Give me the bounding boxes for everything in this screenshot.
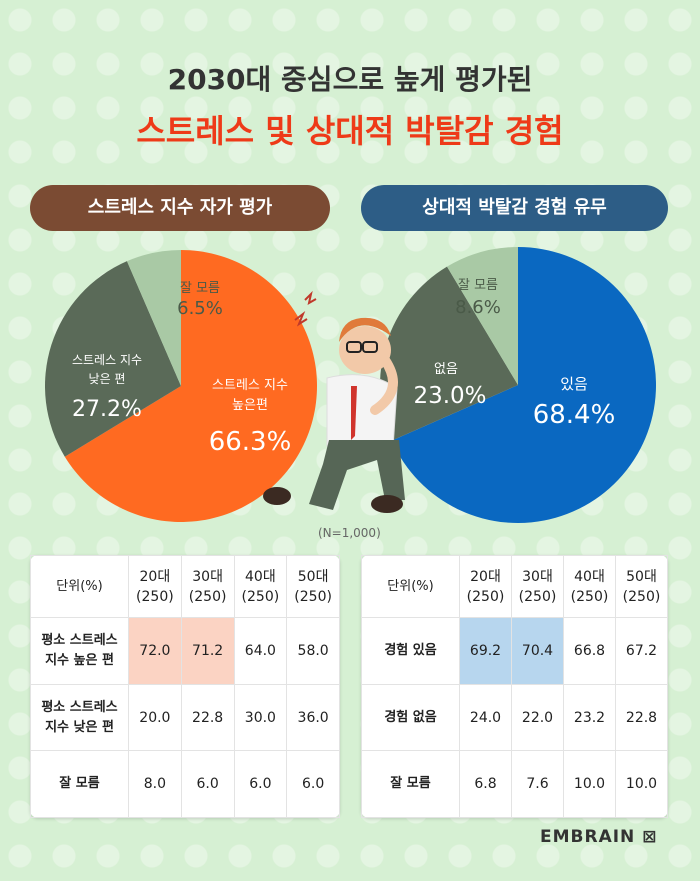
col-20s: 20대 (250) bbox=[459, 554, 512, 619]
table-cell: 23.2 bbox=[563, 683, 616, 752]
pie-slice-1 bbox=[45, 261, 181, 457]
table-cell: 71.2 bbox=[180, 617, 235, 685]
table-cell: 20.0 bbox=[128, 683, 182, 752]
table-cell: 22.8 bbox=[180, 683, 235, 752]
table-cell: 6.8 bbox=[459, 750, 512, 818]
col-30s: 30대 (250) bbox=[180, 554, 235, 619]
table-cell: 10.0 bbox=[563, 750, 616, 818]
row-label: 잘 모름 bbox=[30, 750, 129, 818]
table-row: 경험 없음 24.0 22.0 23.2 22.8 bbox=[361, 683, 668, 752]
pie-label-high-1: 스트레스 지수 bbox=[212, 378, 288, 393]
unit-label: 단위(%) bbox=[361, 554, 460, 619]
pie-value-unknown: 8.6% bbox=[455, 297, 501, 318]
pie-label-high-2: 높은편 bbox=[232, 398, 268, 413]
pie-slice-0 bbox=[391, 247, 656, 523]
table-cell: 64.0 bbox=[233, 617, 288, 685]
table-row: 평소 스트레스 지수 높은 편 72.0 71.2 64.0 58.0 bbox=[30, 617, 340, 685]
table-row: 잘 모름 8.0 6.0 6.0 6.0 bbox=[30, 750, 340, 818]
col-30s: 30대 (250) bbox=[511, 554, 564, 619]
pie-label-unknown: 잘 모름 bbox=[458, 278, 498, 293]
table-row: 잘 모름 6.8 7.6 10.0 10.0 bbox=[361, 750, 668, 818]
table-cell: 67.2 bbox=[615, 617, 668, 685]
row-label: 경험 있음 bbox=[361, 617, 460, 685]
table-cell: 72.0 bbox=[128, 617, 182, 685]
pie-slice-1 bbox=[380, 266, 518, 441]
table-cell: 66.8 bbox=[563, 617, 616, 685]
pie-slice-0 bbox=[64, 250, 318, 522]
page-title-line1: 2030대 중심으로 높게 평가된 bbox=[167, 63, 533, 96]
pie-label-no: 없음 bbox=[434, 362, 458, 377]
pie-slice-2 bbox=[447, 247, 518, 385]
table-cell: 30.0 bbox=[233, 683, 288, 752]
row-label: 잘 모름 bbox=[361, 750, 460, 818]
pie-label-low-1: 스트레스 지수 bbox=[72, 353, 142, 367]
row-label: 경험 없음 bbox=[361, 683, 460, 752]
table-cell: 7.6 bbox=[511, 750, 564, 818]
stressed-man-illustration bbox=[263, 290, 405, 513]
row-label: 평소 스트레스 지수 낮은 편 bbox=[30, 683, 129, 752]
sample-size-note: (N=1,000) bbox=[318, 526, 381, 540]
col-40s: 40대 (250) bbox=[563, 554, 616, 619]
table-cell: 70.4 bbox=[511, 617, 564, 685]
pie-value-low: 27.2% bbox=[72, 397, 142, 422]
row-label: 평소 스트레스 지수 높은 편 bbox=[30, 617, 129, 685]
brand-logo: EMBRAIN ⊠ bbox=[540, 827, 658, 847]
table-cell: 58.0 bbox=[286, 617, 340, 685]
table-row: 경험 있음 69.2 70.4 66.8 67.2 bbox=[361, 617, 668, 685]
pie-value-unknown: 6.5% bbox=[177, 298, 223, 319]
pie-label-low-2: 낮은 편 bbox=[89, 372, 126, 386]
table-row: 평소 스트레스 지수 낮은 편 20.0 22.8 30.0 36.0 bbox=[30, 683, 340, 752]
col-50s: 50대 (250) bbox=[286, 554, 340, 619]
col-20s: 20대 (250) bbox=[128, 554, 182, 619]
table-cell: 24.0 bbox=[459, 683, 512, 752]
table-cell: 69.2 bbox=[459, 617, 512, 685]
deprivation-table: 단위(%) 20대 (250) 30대 (250) 40대 (250) 50대 (250… bbox=[361, 554, 668, 818]
col-50s: 50대 (250) bbox=[615, 554, 668, 619]
table-cell: 8.0 bbox=[128, 750, 182, 818]
table-cell: 22.8 bbox=[615, 683, 668, 752]
pie-value-no: 23.0% bbox=[413, 383, 486, 409]
pie-slice-2 bbox=[126, 250, 181, 386]
stress-table: 단위(%) 20대 (250) 30대 (250) 40대 (250) 50대 (250… bbox=[30, 554, 340, 818]
table-cell: 6.0 bbox=[233, 750, 288, 818]
pie-label-unknown: 잘 모름 bbox=[180, 281, 220, 296]
table-cell: 10.0 bbox=[615, 750, 668, 818]
deprivation-pie-chart: 잘 모름 8.6% 없음 23.0% 있음 68.4% bbox=[380, 247, 656, 523]
page-title-line2: 스트레스 및 상대적 박탈감 경험 bbox=[136, 112, 564, 150]
left-section-header: 스트레스 지수 자가 평가 bbox=[30, 185, 330, 231]
table-cell: 6.0 bbox=[180, 750, 235, 818]
col-40s: 40대 (250) bbox=[233, 554, 288, 619]
pie-label-yes: 있음 bbox=[560, 375, 588, 393]
table-cell: 6.0 bbox=[286, 750, 340, 818]
stress-pie-chart: 잘 모름 6.5% 스트레스 지수 낮은 편 27.2% 스트레스 지수 높은편… bbox=[45, 250, 318, 522]
unit-label: 단위(%) bbox=[30, 554, 129, 619]
table-cell: 36.0 bbox=[286, 683, 340, 752]
table-cell: 22.0 bbox=[511, 683, 564, 752]
pie-value-yes: 68.4% bbox=[533, 400, 616, 430]
pie-value-high: 66.3% bbox=[209, 427, 292, 457]
right-section-header: 상대적 박탈감 경험 유무 bbox=[361, 185, 668, 231]
